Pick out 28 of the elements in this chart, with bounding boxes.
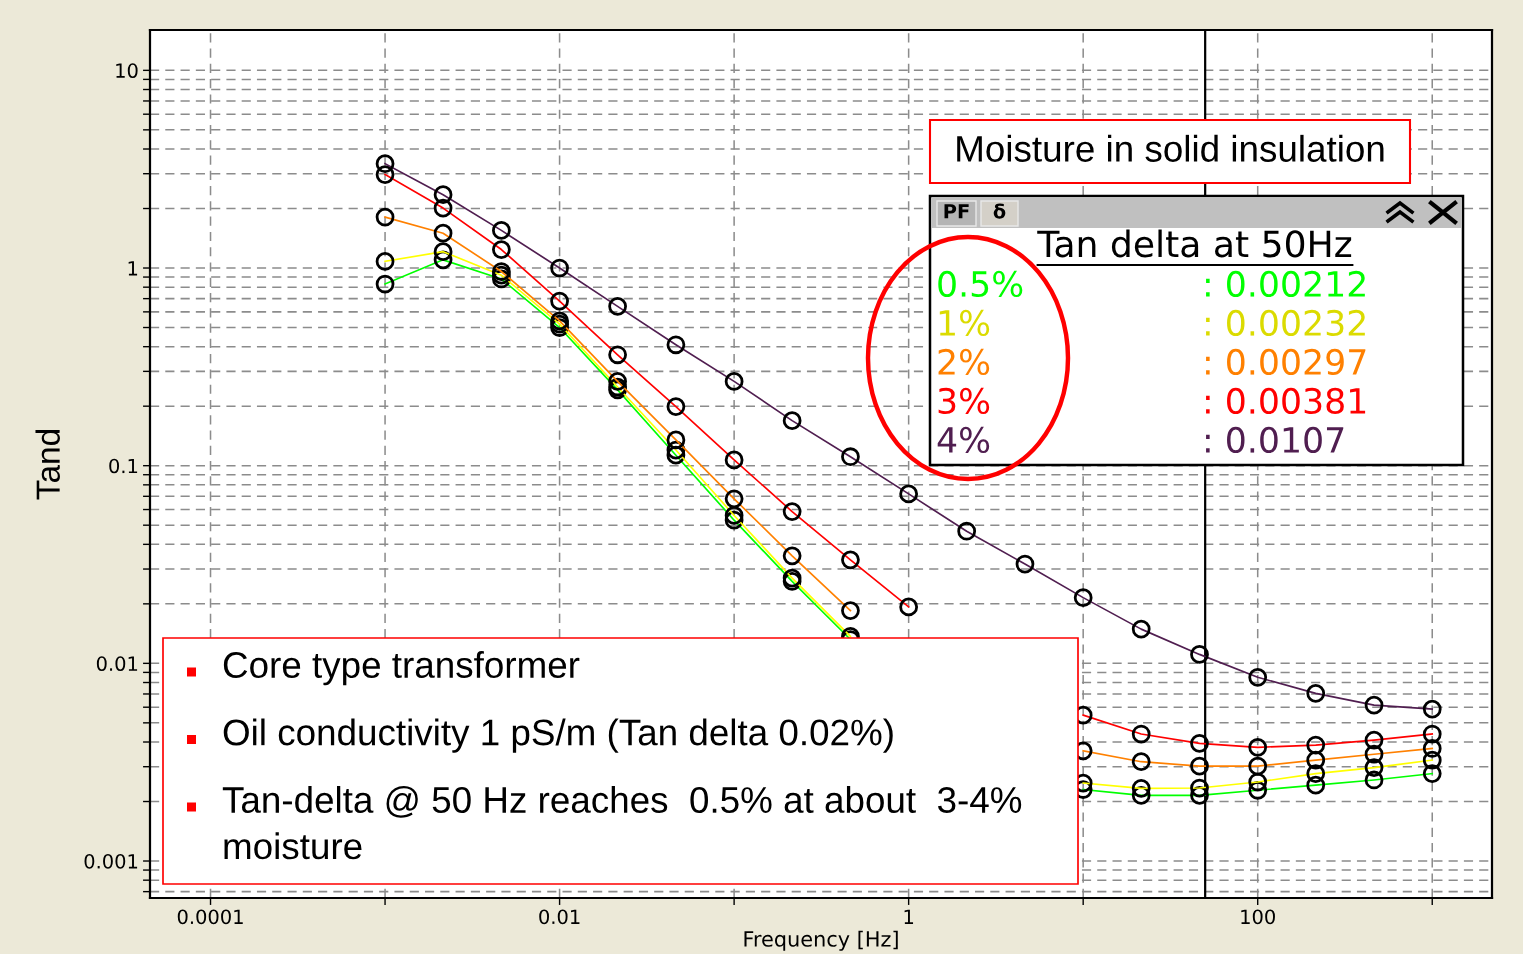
legend-title: Tan delta at 50Hz [1037,229,1352,258]
x-axis-title: Frequency [Hz] [744,930,898,951]
annotation: Core type transformer [223,651,580,686]
text: 1% [939,309,990,337]
x-tick-label: 0.0001 [177,909,243,925]
y-tick-label: 10 [116,63,138,79]
annotation: : 0.00212 [1206,270,1365,298]
annotation: Oil conductivity 1 pS/m (Tan delta 0.02%) [223,718,893,753]
x-tick-label: 100 [1241,909,1275,925]
annotation: : 0.00297 [1206,348,1366,376]
x-tick-label: 0.01 [539,909,580,925]
annotation: : 0.00381 [1206,387,1366,415]
text: 0.5% [938,270,1023,298]
annotation: PF [944,204,969,219]
annotation: Moisture in solid insulation [957,134,1384,162]
annotation: δ [993,203,1006,219]
y-axis-title: Tand [35,430,60,500]
y-tick-label: 0.01 [96,656,138,672]
annotation: : 0.00232 [1206,309,1365,337]
text: 3% [938,387,990,415]
annotation: Tan-delta @ 50 Hz reaches 0.5% at about 3-4% moisture [222,786,1022,860]
text: 2% [938,348,990,376]
y-tick-label: 0.1 [109,458,138,474]
annotation: : 0.0107 [1206,426,1344,454]
y-tick-label: 1 [128,261,138,276]
x-tick-label: 1 [904,909,914,924]
series-label: 4% [937,426,990,454]
y-tick-label: 0.001 [84,853,138,869]
